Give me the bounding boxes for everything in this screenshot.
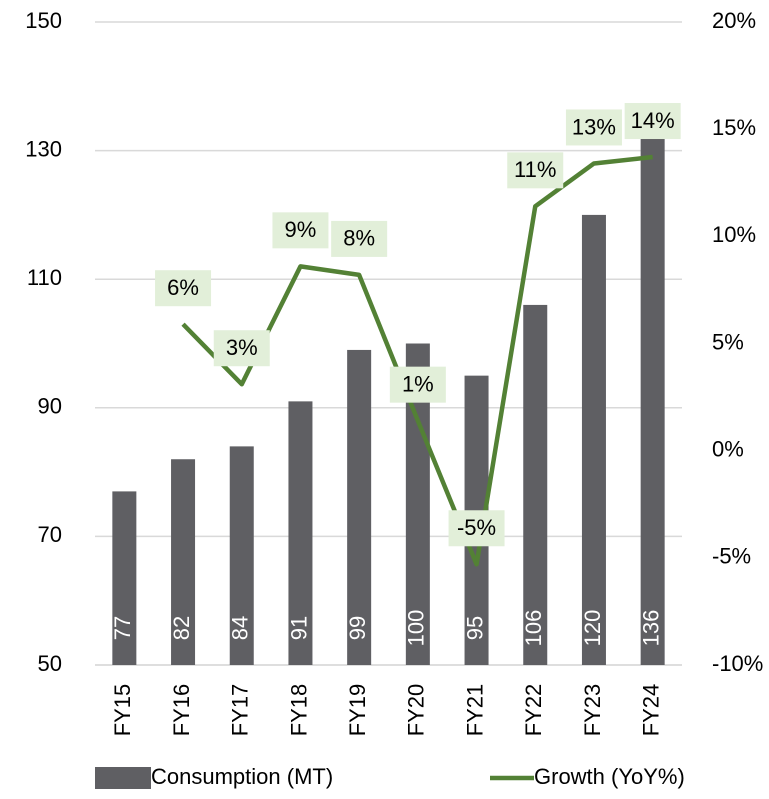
bar bbox=[288, 401, 313, 665]
legend-swatch bbox=[95, 767, 151, 789]
bar bbox=[171, 459, 196, 665]
line-value-label: 14% bbox=[631, 108, 675, 133]
bar bbox=[112, 491, 137, 665]
value-label-box bbox=[155, 270, 212, 307]
legend-label: Consumption (MT) bbox=[151, 764, 333, 789]
bar bbox=[347, 349, 372, 665]
y-tick-label: 50 bbox=[38, 651, 62, 676]
x-tick-label: FY24 bbox=[638, 684, 663, 737]
x-tick-label: FY21 bbox=[462, 684, 487, 737]
line-value-label: 11% bbox=[514, 157, 556, 182]
y2-tick-label: 5% bbox=[712, 329, 744, 354]
y-tick-label: 70 bbox=[38, 522, 62, 547]
y-tick-label: 130 bbox=[25, 136, 62, 161]
y-tick-label: 110 bbox=[27, 265, 62, 290]
bar bbox=[581, 214, 606, 665]
x-tick-label: FY15 bbox=[110, 684, 135, 737]
x-tick-label: FY17 bbox=[228, 684, 253, 737]
value-label-box bbox=[507, 152, 564, 189]
line-value-label: 13% bbox=[572, 114, 616, 139]
bar-value-label: 120 bbox=[580, 610, 605, 647]
bar-value-label: 77 bbox=[110, 616, 135, 640]
line-value-label: 8% bbox=[343, 226, 375, 251]
bar-value-label: 95 bbox=[462, 616, 487, 640]
y2-tick-label: 20% bbox=[712, 8, 756, 33]
value-label-box bbox=[389, 366, 446, 403]
legend-label: Growth (YoY%) bbox=[534, 764, 685, 789]
y2-tick-label: -10% bbox=[712, 651, 763, 676]
value-label-box bbox=[213, 330, 270, 367]
bar-value-label: 91 bbox=[286, 616, 311, 640]
bar-value-label: 136 bbox=[638, 610, 663, 647]
bar bbox=[640, 112, 665, 665]
x-tick-label: FY19 bbox=[345, 684, 370, 737]
x-tick-label: FY18 bbox=[286, 684, 311, 737]
y2-tick-label: -5% bbox=[712, 544, 751, 569]
line-value-label: 9% bbox=[285, 217, 317, 242]
bar-value-label: 84 bbox=[228, 616, 253, 640]
bar bbox=[229, 446, 254, 665]
y2-tick-label: 10% bbox=[712, 222, 756, 247]
y2-tick-label: 15% bbox=[712, 115, 756, 140]
bar-value-label: 100 bbox=[404, 610, 429, 647]
value-label-box bbox=[624, 103, 681, 140]
bar bbox=[523, 304, 548, 665]
value-label-box bbox=[448, 510, 505, 547]
x-tick-label: FY22 bbox=[521, 684, 546, 737]
bar-value-label: 99 bbox=[345, 616, 370, 640]
value-label-box bbox=[272, 212, 329, 249]
line-value-label: 6% bbox=[167, 275, 199, 300]
x-tick-label: FY23 bbox=[580, 684, 605, 737]
line-value-label: 3% bbox=[226, 335, 258, 360]
x-tick-label: FY16 bbox=[169, 684, 194, 737]
line-value-label: -5% bbox=[457, 515, 496, 540]
line-value-label: 1% bbox=[402, 371, 434, 396]
y-tick-label: 90 bbox=[38, 394, 62, 419]
bar-value-label: 106 bbox=[521, 610, 546, 647]
x-tick-label: FY20 bbox=[404, 684, 429, 737]
value-label-box bbox=[565, 109, 622, 146]
value-label-box bbox=[331, 220, 388, 257]
bar-value-label: 82 bbox=[169, 616, 194, 640]
y2-tick-label: 0% bbox=[712, 436, 744, 461]
y-tick-label: 150 bbox=[25, 8, 62, 33]
